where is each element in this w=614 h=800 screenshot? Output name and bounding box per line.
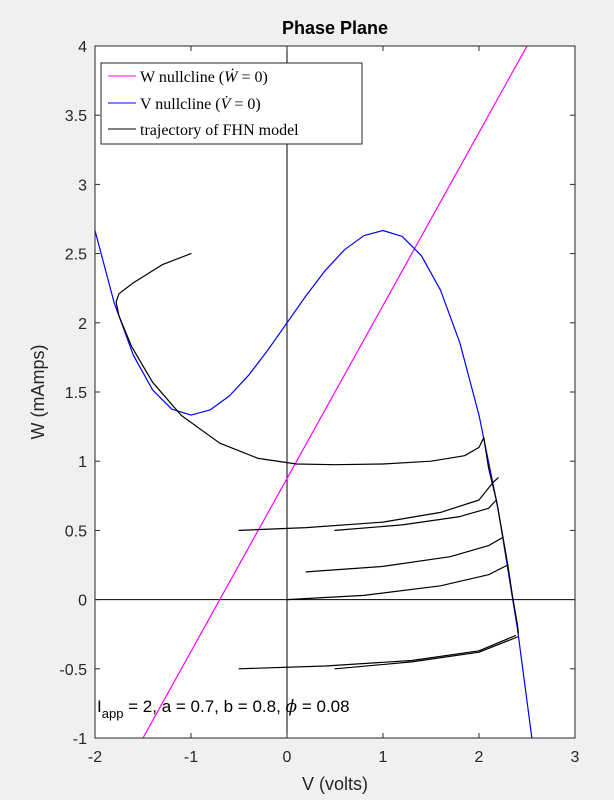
trajectory-line-7 (483, 437, 519, 634)
annot-tail: = 0.08 (297, 697, 349, 716)
legend-label-trajectory: trajectory of FHN model (140, 122, 299, 139)
legend-w-tail: = 0) (237, 69, 267, 86)
ticks: -2 -1 0 1 2 3-1-0.500.511.522.533.54 (59, 39, 579, 766)
legend-label-w-nullcline: W nullcline (Ẇ = 0) (140, 68, 268, 86)
w_nullcline-line-0 (142, 46, 528, 738)
y-tick-label: 3.5 (65, 108, 87, 125)
x-tick-label: 1 (379, 749, 388, 766)
trajectory-line-4 (286, 564, 509, 601)
trajectory-line-1 (238, 477, 499, 531)
legend-box (100, 62, 363, 145)
legend-w-math: Ẇ (224, 68, 239, 86)
x-tick-label: 2 (475, 749, 484, 766)
annot-sub: app (102, 706, 124, 721)
x-tick-label: 0 (283, 749, 292, 766)
annot-i: I (97, 697, 102, 716)
y-tick-label: 0.5 (65, 523, 87, 540)
legend-v-tail: = 0) (230, 96, 260, 113)
legend-v-math: V̇ (221, 96, 233, 113)
trajectory-line-3 (305, 536, 504, 573)
zero-reference-lines (95, 46, 575, 738)
y-tick-label: -1 (73, 731, 87, 748)
y-tick-label: 1.5 (65, 385, 87, 402)
y-tick-label: 0 (78, 593, 87, 610)
y-tick-label: 2.5 (65, 247, 87, 264)
x-tick-label: 3 (571, 749, 580, 766)
legend: W nullcline (Ẇ = 0) V nullcline (V̇ = 0)… (100, 62, 363, 145)
parameter-annotation: Iapp = 2, a = 0.7, b = 0.8, ϕ = 0.08 (97, 697, 350, 721)
series-layer (95, 46, 533, 738)
x-axis-label: V (volts) (302, 774, 368, 794)
annot-phi: ϕ (286, 697, 298, 717)
x-tick-label: -1 (184, 749, 198, 766)
trajectory-line-5 (238, 635, 517, 670)
legend-label-v-nullcline: V nullcline (V̇ = 0) (140, 96, 261, 113)
y-tick-label: 1 (78, 454, 87, 471)
y-axis-label: W (mAmps) (28, 345, 48, 440)
y-tick-label: 3 (78, 177, 87, 194)
x-tick-label: -2 (88, 749, 102, 766)
trajectory-line-6 (334, 636, 518, 670)
legend-w-text: W nullcline ( (140, 69, 224, 86)
legend-v-text: V nullcline ( (140, 96, 221, 113)
trajectory-line-0 (115, 253, 485, 466)
trajectory-line-2 (334, 499, 497, 531)
y-tick-label: 2 (78, 316, 87, 333)
y-tick-label: -0.5 (59, 662, 87, 679)
v_nullcline-line-0 (95, 229, 533, 738)
y-tick-label: 4 (78, 39, 87, 56)
chart-title: Phase Plane (282, 18, 388, 38)
annot-rest: = 2, a = 0.7, b = 0.8, (123, 697, 285, 716)
